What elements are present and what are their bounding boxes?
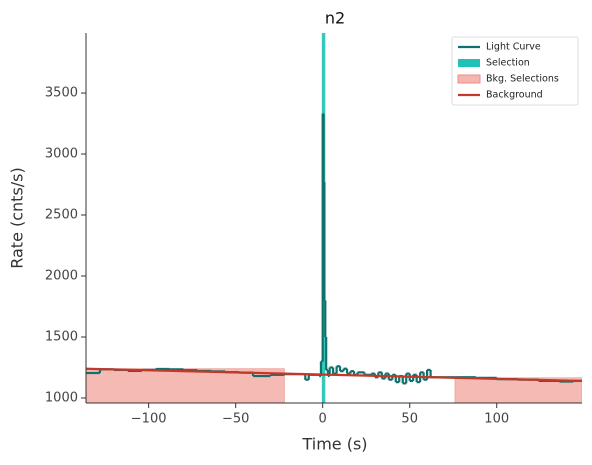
legend-label: Bkg. Selections: [486, 74, 559, 85]
legend-frame: [451, 36, 579, 106]
y-tick-label: 1000: [45, 390, 78, 405]
x-tick-label: 50: [401, 412, 418, 427]
chart-title: n2: [325, 9, 345, 28]
bkg-selection: [86, 368, 285, 403]
x-tick-label: −100: [131, 412, 167, 427]
legend: Light Curve Selection Bkg. Selections Backg…: [451, 36, 579, 106]
y-tick-label: 3500: [45, 86, 78, 101]
legend-label: Background: [486, 90, 543, 101]
y-axis-label: Rate (cnts/s): [8, 167, 27, 269]
background-line: [86, 367, 582, 383]
step-riser: [98, 113, 575, 384]
legend-swatch: [457, 74, 481, 84]
y-tick-label: 3000: [45, 147, 78, 162]
plot-area: [86, 33, 582, 403]
y-tick-label: 1500: [45, 330, 78, 345]
legend-swatch: [458, 59, 480, 67]
x-axis-label: Time (s): [301, 435, 367, 454]
legend-label: Selection: [486, 58, 530, 69]
x-tick-label: −50: [222, 412, 249, 427]
x-tick-label: 0: [319, 412, 327, 427]
legend-label: Light Curve: [486, 42, 541, 53]
y-tick-label: 2500: [45, 208, 78, 223]
y-tick-label: 2000: [45, 269, 78, 284]
x-tick-label: 100: [484, 412, 509, 427]
